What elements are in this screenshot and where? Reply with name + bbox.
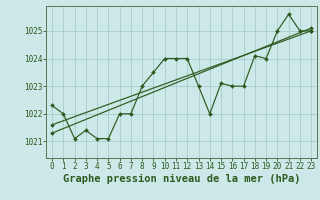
X-axis label: Graphe pression niveau de la mer (hPa): Graphe pression niveau de la mer (hPa)	[63, 174, 300, 184]
